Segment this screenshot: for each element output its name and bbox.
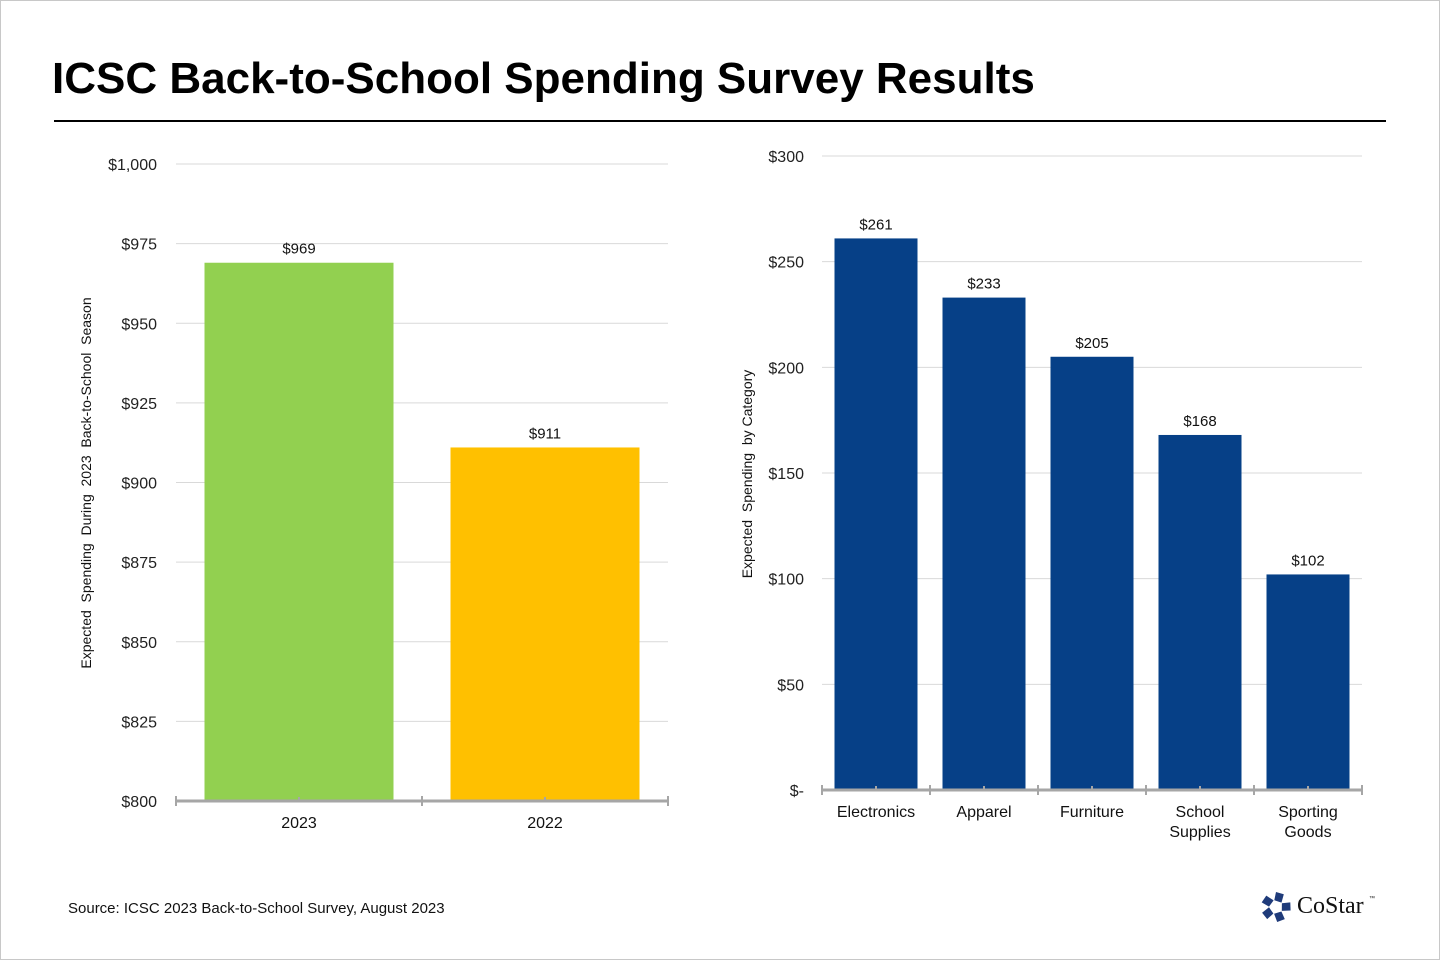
y-tick-label: $250 [768,255,804,272]
left-chart: $800 $825 $850 $875 $900 $925 $950 $975 $1,000 $9… [78,157,669,832]
x-tick-label: 2023 [281,815,317,832]
bar [204,262,394,801]
x-tick-label-line: School [1176,804,1225,821]
bar [1050,356,1134,790]
right-chart: $- $50 $100 $150 $200 $250 $300 $261 Electronics… [739,149,1363,841]
x-tick-label: Furniture [1060,804,1124,821]
x-tick-label: School Supplies [1169,804,1230,841]
x-tick-label: Apparel [956,804,1011,821]
y-tick-label: $1,000 [108,157,157,174]
y-tick-label: $850 [121,635,157,652]
y-tick-label: $900 [121,476,157,493]
y-tick-label: $975 [121,237,157,254]
y-tick-label: $150 [768,466,804,483]
page-title: ICSC Back-to-School Spending Survey Resu… [52,54,1035,103]
y-tick-label: $300 [768,149,804,166]
data-label: $168 [1183,413,1216,430]
costar-star-icon [1261,892,1291,922]
y-tick-label: $200 [768,360,804,377]
x-tick-label-line: Sporting [1278,804,1338,821]
y-tick-label: $950 [121,316,157,333]
data-label: $102 [1291,552,1324,569]
logo-petal [1261,895,1274,907]
bar [1158,434,1242,790]
logo-petal [1274,911,1285,922]
x-tick-label-line: Furniture [1060,804,1124,821]
x-tick-label-line: 2022 [527,815,563,832]
x-tick-label-line: 2023 [281,815,317,832]
y-tick-label: $925 [121,396,157,413]
data-label: $911 [529,425,561,442]
y-axis-title: Expected Spending During 2023 Back-to-Sc… [78,297,94,668]
x-tick-label: Electronics [837,804,915,821]
logo-petal [1274,892,1284,903]
x-tick-label-line: Apparel [956,804,1011,821]
y-tick-label: $800 [121,794,157,811]
data-label: $969 [282,241,315,258]
x-tick-label-line: Electronics [837,804,915,821]
y-axis-title: Expected Spending by Category [739,370,755,579]
y-tick-label: $875 [121,555,157,572]
data-label: $261 [859,216,892,233]
y-tick-label: $100 [768,572,804,589]
x-tick-label: 2022 [527,815,563,832]
x-tick-label-line: Goods [1284,824,1331,841]
logo-trademark: ™ [1369,896,1375,902]
bar [1266,574,1350,790]
logo-petal [1262,907,1274,920]
x-tick-label-line: Supplies [1169,824,1230,841]
x-tick-label: Sporting Goods [1278,804,1338,841]
y-tick-label: $50 [777,677,804,694]
costar-logo: CoStar ™ [1259,890,1379,926]
y-tick-label: $- [790,783,804,800]
bar [834,238,918,791]
logo-text: CoStar [1297,893,1364,919]
data-label: $233 [967,276,1000,293]
logo-petal [1281,902,1291,911]
y-tick-label: $825 [121,714,157,731]
source-note: Source: ICSC 2023 Back-to-School Survey,… [68,900,445,917]
data-label: $205 [1075,335,1108,352]
title-divider [54,120,1386,122]
bar [942,297,1026,790]
bar [450,447,640,801]
